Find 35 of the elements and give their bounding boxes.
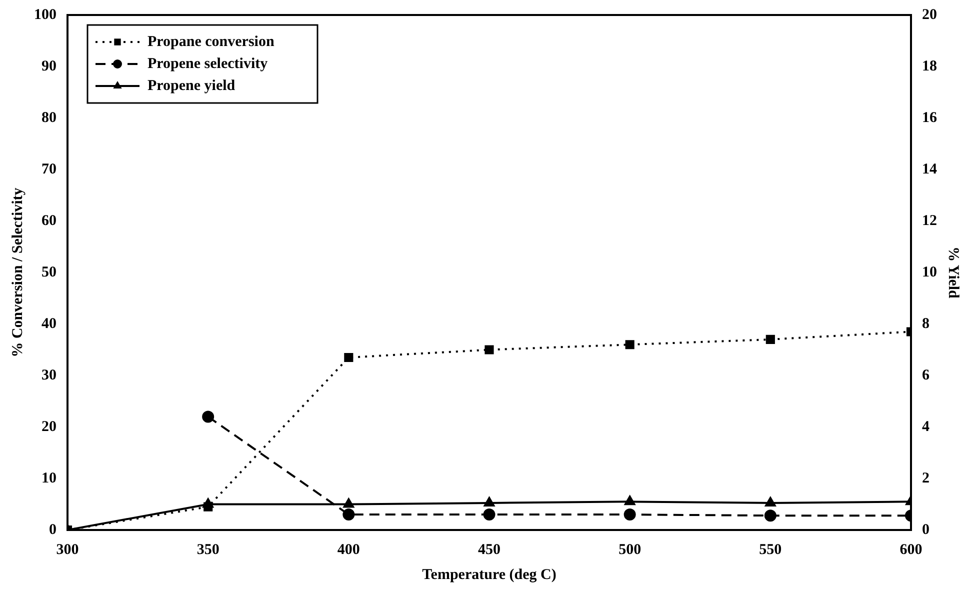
y-tick-label: 50 [42, 264, 56, 280]
y-tick-label: 10 [42, 470, 56, 486]
y-axis-title: % Conversion / Selectivity [10, 187, 26, 358]
y-tick-label: 60 [42, 212, 56, 229]
y2-tick-label: 4 [922, 418, 930, 435]
y-tick-label: 80 [42, 110, 56, 126]
legend-label: Propane conversion [148, 34, 275, 50]
y-tick-label: 0 [49, 522, 56, 538]
y2-tick-label: 6 [922, 367, 930, 384]
y-tick-label: 40 [42, 316, 56, 332]
y2-tick-label: 8 [922, 316, 930, 332]
y2-axis-title: % Yield [945, 246, 962, 300]
y-tick-label: 20 [42, 418, 56, 435]
legend-label: Propene yield [148, 78, 236, 94]
y2-tick-label: 12 [922, 212, 937, 229]
x-tick-label: 600 [900, 542, 922, 558]
y2-tick-label: 2 [922, 470, 930, 486]
y2-tick-label: 20 [922, 6, 937, 23]
x-tick-label: 400 [337, 542, 360, 558]
y2-tick-label: 14 [922, 161, 938, 178]
y-tick-label: 70 [42, 161, 56, 178]
y2-tick-label: 10 [922, 264, 937, 280]
y2-tick-label: 18 [922, 58, 937, 74]
x-tick-label: 550 [759, 542, 782, 558]
y2-tick-label: 16 [922, 110, 938, 126]
y-tick-label: 90 [42, 58, 56, 74]
x-tick-label: 450 [478, 542, 500, 558]
x-tick-label: 300 [56, 542, 79, 558]
x-tick-label: 350 [196, 542, 220, 558]
y-tick-label: 30 [42, 367, 56, 384]
y-tick-label: 100 [34, 6, 56, 23]
legend-label: Propene selectivity [148, 56, 268, 72]
y2-tick-label: 0 [922, 522, 930, 538]
x-tick-label: 500 [618, 542, 642, 558]
x-axis-title: Temperature (deg C) [422, 566, 556, 583]
